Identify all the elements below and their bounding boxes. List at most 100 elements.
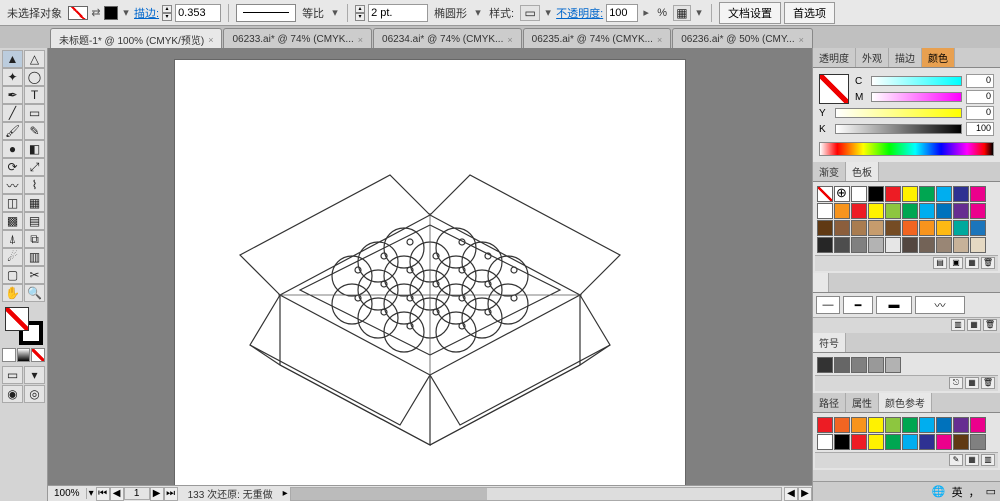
none-mode[interactable] <box>31 348 45 362</box>
swatch[interactable] <box>851 434 867 450</box>
swatch[interactable] <box>851 357 867 373</box>
swatch[interactable] <box>868 220 884 236</box>
swatch[interactable] <box>953 186 969 202</box>
pt-input[interactable] <box>368 4 428 22</box>
fx-icon[interactable]: ▦ <box>673 5 691 21</box>
color-mode[interactable] <box>2 348 16 362</box>
panel-tab[interactable]: 色板 <box>846 162 879 181</box>
swatch[interactable] <box>817 186 833 202</box>
swatch[interactable] <box>970 220 986 236</box>
swatch[interactable] <box>970 417 986 433</box>
swatch[interactable] <box>970 237 986 253</box>
swatch[interactable] <box>885 220 901 236</box>
swatch[interactable] <box>919 417 935 433</box>
chevron-right-icon[interactable]: ▸ <box>641 6 651 20</box>
direct-select-tool[interactable]: △ <box>24 50 45 68</box>
swatch[interactable] <box>936 237 952 253</box>
lasso-tool[interactable]: ◯ <box>24 68 45 86</box>
document-setup-button[interactable]: 文档设置 <box>719 2 781 24</box>
panel-tab[interactable]: 颜色 <box>922 48 955 67</box>
hand-tool[interactable]: ✋ <box>2 284 23 302</box>
stroke-swatch[interactable] <box>68 6 88 20</box>
swatch[interactable] <box>953 434 969 450</box>
chevron-down-icon[interactable]: ▾ <box>694 6 704 20</box>
swatch[interactable] <box>834 417 850 433</box>
opacity-input[interactable] <box>606 4 638 22</box>
swatch[interactable] <box>868 186 884 202</box>
page-nav[interactable]: ⏮◀ <box>96 487 124 501</box>
swatch[interactable] <box>936 220 952 236</box>
gradient-tool[interactable]: ▤ <box>24 212 45 230</box>
pencil-tool[interactable]: ✎ <box>24 122 45 140</box>
artboard[interactable] <box>175 60 685 490</box>
swatch[interactable] <box>868 203 884 219</box>
fill-swatch[interactable] <box>104 6 118 20</box>
mesh-tool[interactable]: ▩ <box>2 212 23 230</box>
swatch[interactable] <box>834 203 850 219</box>
gradient-mode[interactable] <box>17 348 31 362</box>
brush-thumb[interactable]: — <box>816 296 840 314</box>
swatch[interactable] <box>902 237 918 253</box>
rotate-tool[interactable]: ⟳ <box>2 158 23 176</box>
swatch[interactable] <box>902 417 918 433</box>
swatch[interactable] <box>868 434 884 450</box>
slice-tool[interactable]: ✂ <box>24 266 45 284</box>
close-icon[interactable]: × <box>657 35 662 45</box>
blend-tool[interactable]: ⧉ <box>24 230 45 248</box>
scale-tool[interactable]: ⤢ <box>24 158 45 176</box>
swatch[interactable] <box>817 417 833 433</box>
brush-thumb[interactable]: 〰 <box>915 296 965 314</box>
shape-builder-tool[interactable]: ◫ <box>2 194 23 212</box>
width-icon[interactable]: ▭ <box>986 485 996 498</box>
channel-slider[interactable] <box>835 108 962 118</box>
symbol-tool[interactable]: ☄ <box>2 248 23 266</box>
swatch[interactable] <box>868 357 884 373</box>
panel-tab[interactable]: 描边 <box>889 48 922 67</box>
brush-thumb[interactable]: ━ <box>843 296 873 314</box>
channel-value[interactable]: 100 <box>966 122 994 136</box>
edit-icon[interactable]: ✎ <box>949 454 963 466</box>
swatch[interactable] <box>953 220 969 236</box>
stroke-link[interactable]: 描边: <box>134 5 159 21</box>
preferences-button[interactable]: 首选项 <box>784 2 835 24</box>
pt-stepper[interactable]: ▴▾ <box>355 5 365 21</box>
chevron-down-icon[interactable]: ▾ <box>543 6 553 20</box>
eraser-tool[interactable]: ◧ <box>24 140 45 158</box>
swap-icon[interactable]: ⇄ <box>91 6 101 20</box>
swatch[interactable] <box>919 434 935 450</box>
swatch[interactable] <box>970 186 986 202</box>
swatch[interactable] <box>885 417 901 433</box>
color-preview[interactable] <box>819 74 849 104</box>
swatch[interactable] <box>902 434 918 450</box>
swatch[interactable] <box>851 220 867 236</box>
swatch[interactable] <box>817 357 833 373</box>
brush-tool[interactable]: 🖌 <box>2 122 23 140</box>
swatch[interactable] <box>936 186 952 202</box>
chevron-down-icon[interactable]: ▾ <box>473 6 483 20</box>
panel-tab[interactable]: 属性 <box>846 393 879 412</box>
swatch[interactable] <box>834 186 850 202</box>
width-tool[interactable]: 〰 <box>2 176 23 194</box>
panel-tab[interactable]: 符号 <box>813 333 846 352</box>
swatch[interactable] <box>919 237 935 253</box>
document-tab[interactable]: 06235.ai* @ 74% (CMYK...× <box>523 28 672 48</box>
artboard-tool[interactable]: ▢ <box>2 266 23 284</box>
document-tab[interactable]: 06234.ai* @ 74% (CMYK...× <box>373 28 522 48</box>
page-number[interactable]: 1 <box>124 487 150 500</box>
brush-preview[interactable] <box>236 4 296 22</box>
trash-icon[interactable]: 🗑 <box>981 257 995 269</box>
graph-tool[interactable]: ▥ <box>24 248 45 266</box>
stroke-stepper[interactable]: ▴▾ <box>162 5 172 21</box>
swatch[interactable] <box>919 186 935 202</box>
selection-tool[interactable]: ▲ <box>2 50 23 68</box>
channel-value[interactable]: 0 <box>966 106 994 120</box>
punct-icon[interactable]: ， <box>969 484 980 500</box>
channel-slider[interactable] <box>835 124 962 134</box>
swatch[interactable] <box>851 417 867 433</box>
rect-tool[interactable]: ▭ <box>24 104 45 122</box>
panel-tab[interactable]: 透明度 <box>813 48 856 67</box>
blob-tool[interactable]: ● <box>2 140 23 158</box>
pen-tool[interactable]: ✒ <box>2 86 23 104</box>
swatch[interactable] <box>970 203 986 219</box>
close-icon[interactable]: × <box>358 35 363 45</box>
